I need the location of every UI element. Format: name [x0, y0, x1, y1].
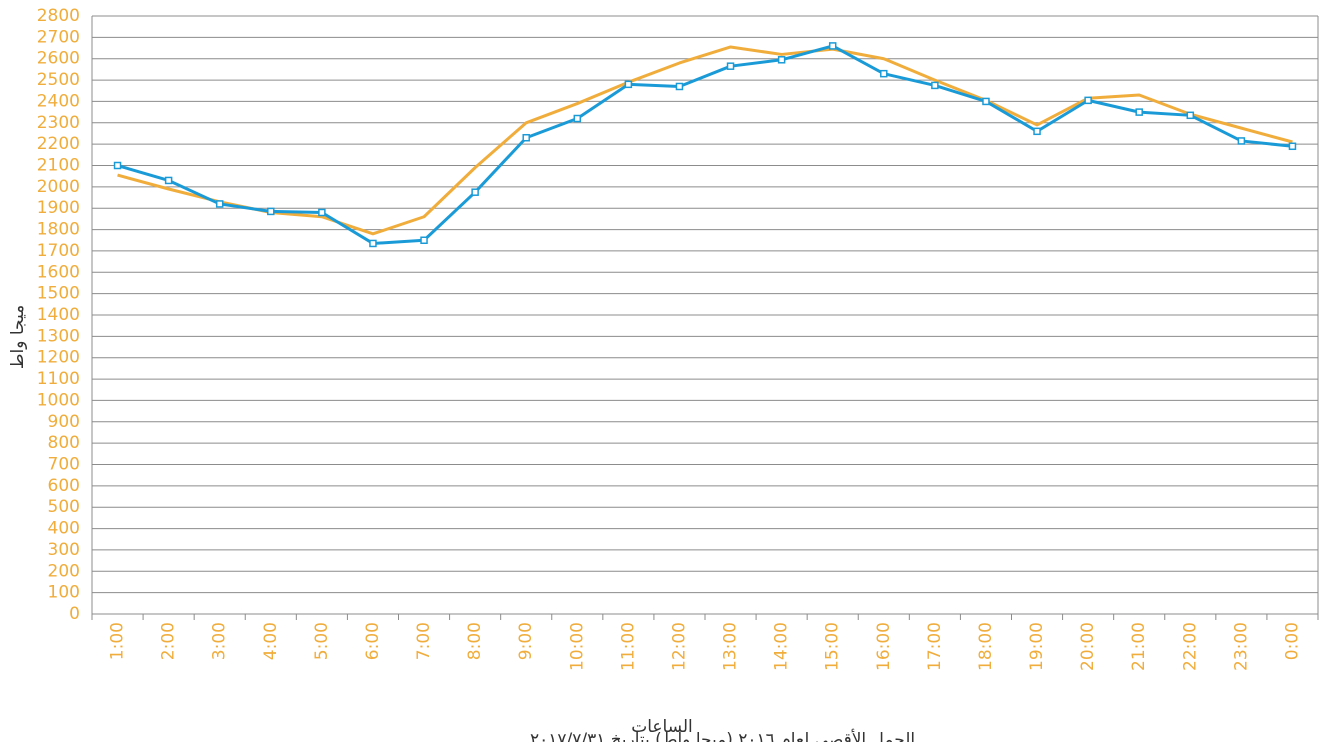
data-point [1084, 96, 1092, 105]
y-tick-label: 1100 [37, 369, 80, 389]
y-tick-label: 2700 [37, 27, 80, 47]
data-point [982, 97, 990, 106]
x-tick-label: 9:00 [516, 622, 536, 660]
data-point [1186, 111, 1195, 120]
x-tick-label: 6:00 [363, 622, 383, 660]
x-tick-label: 16:00 [874, 622, 894, 671]
data-point [318, 208, 326, 217]
x-tick-label: 22:00 [1180, 622, 1200, 671]
y-tick-label: 2600 [37, 49, 80, 69]
y-tick-label: 1700 [37, 241, 80, 261]
data-point [1135, 108, 1143, 116]
x-tick-label: 21:00 [1129, 622, 1149, 671]
y-tick-label: 1400 [37, 305, 80, 325]
x-tick-label: 14:00 [772, 622, 792, 671]
data-point [1237, 137, 1246, 145]
data-point [828, 42, 837, 50]
series-line [117, 44, 1293, 245]
y-tick-label: 300 [48, 540, 80, 560]
data-point [369, 239, 377, 248]
data-point [1288, 142, 1297, 151]
data-point [726, 62, 735, 70]
y-tick-label: 200 [48, 561, 80, 581]
y-tick-label: 1600 [37, 262, 80, 282]
y-tick-label: 1800 [37, 220, 80, 240]
x-tick-label: 4:00 [261, 622, 281, 660]
x-tick-label: 23:00 [1231, 622, 1251, 671]
y-tick-label: 2000 [37, 177, 80, 197]
x-tick-label: 5:00 [312, 622, 332, 660]
data-point [880, 69, 888, 78]
x-tick-label: 1:00 [108, 622, 128, 660]
data-point [573, 114, 582, 123]
x-tick-label: 20:00 [1078, 622, 1098, 671]
y-tick-label: 2200 [37, 134, 80, 154]
series-line [117, 45, 1293, 236]
data-point [113, 161, 122, 170]
y-tick-label: 1000 [37, 390, 80, 410]
data-point [931, 81, 939, 90]
y-tick-label: 400 [48, 519, 80, 539]
data-point [215, 200, 224, 208]
x-tick-label: 10:00 [567, 622, 587, 671]
x-tick-label: 3:00 [210, 622, 230, 660]
y-tick-label: 1200 [37, 348, 80, 368]
x-tick-label: 12:00 [669, 622, 689, 671]
x-tick-label: 15:00 [823, 622, 843, 671]
y-tick-label: 900 [48, 412, 80, 432]
y-tick-label: 2500 [37, 70, 80, 90]
y-tick-label: 2300 [37, 113, 80, 133]
y-tick-label: 1900 [37, 198, 80, 218]
x-tick-label: 2:00 [159, 622, 179, 660]
data-point [675, 82, 684, 91]
x-tick-label: 18:00 [976, 622, 996, 671]
x-tick-label: 7:00 [414, 622, 434, 660]
x-tick-label: 17:00 [925, 622, 945, 671]
y-tick-label: 2100 [37, 156, 80, 176]
y-tick-label: 100 [48, 583, 80, 603]
x-tick-label: 0:00 [1282, 622, 1302, 660]
data-point [471, 188, 479, 196]
y-tick-label: 1300 [37, 326, 80, 346]
data-point [1033, 127, 1041, 136]
y-tick-label: 700 [48, 455, 80, 475]
x-axis-label: الساعات [631, 717, 693, 737]
x-tick-label: 8:00 [465, 622, 485, 660]
x-tick-label: 11:00 [618, 622, 638, 671]
data-point [267, 207, 275, 216]
y-tick-label: 2800 [37, 6, 80, 26]
data-point [777, 56, 786, 64]
x-tick-label: 19:00 [1027, 622, 1047, 671]
note: الحمل الأقصى لعام ٢٠١٦ (ميجا واط) بتاريخ… [530, 729, 915, 742]
y-tick-label: 600 [48, 476, 80, 496]
data-point [522, 133, 530, 142]
data-point [420, 236, 428, 244]
y-axis-label: ميجا واط [8, 305, 28, 369]
data-point [624, 80, 633, 89]
data-point [164, 176, 173, 185]
y-tick-label: 2400 [37, 91, 80, 111]
y-tick-label: 500 [48, 497, 80, 517]
y-tick-label: 800 [48, 433, 80, 453]
x-tick-label: 13:00 [721, 622, 741, 671]
y-tick-label: 1500 [37, 284, 80, 304]
y-tick-label: 0 [69, 604, 80, 624]
